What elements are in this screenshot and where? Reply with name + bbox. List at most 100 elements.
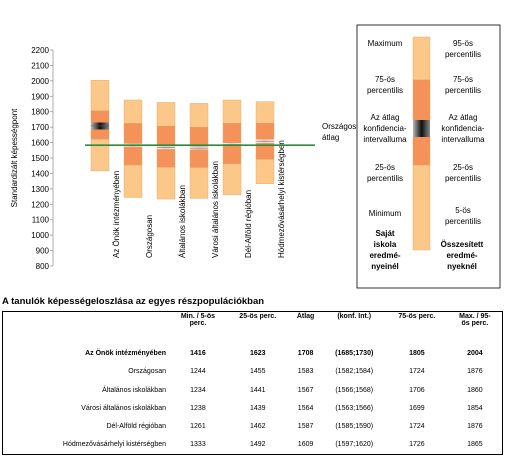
x-tick-label: Általános iskolákban bbox=[178, 185, 187, 258]
legend-label: 25-ös bbox=[453, 163, 473, 172]
y-tick-label: 1000 bbox=[31, 231, 49, 240]
table-cell: 1244 bbox=[190, 368, 206, 376]
legend-label: Az átlag bbox=[449, 113, 478, 122]
y-tick-label: 1700 bbox=[31, 123, 49, 132]
y-tick-label: 1100 bbox=[32, 216, 50, 225]
x-tick-label: Hódmezővásárhelyi kistérségben bbox=[277, 140, 286, 258]
legend-swatch bbox=[412, 164, 431, 251]
table-row: Városi általános iskolákban 1238 1439 1564 (… bbox=[3, 399, 503, 417]
table-cell: 1416 bbox=[190, 350, 206, 358]
table-cell: 1492 bbox=[249, 441, 266, 449]
table-cell: 1708 bbox=[297, 350, 314, 358]
table-cell: 1455 bbox=[249, 368, 266, 376]
header-cell: Átlag bbox=[289, 312, 323, 345]
table-title: A tanulók képességeloszlása az egyes rés… bbox=[2, 296, 265, 307]
table-cell: 1261 bbox=[190, 422, 206, 430]
legend-label: percentilis bbox=[367, 174, 403, 183]
table-cell: Dél-Alföld régióban bbox=[106, 422, 166, 430]
reference-label: átlag bbox=[322, 133, 339, 142]
y-tick-label: 2000 bbox=[31, 77, 49, 86]
table-cell: (1582;1584) bbox=[335, 368, 374, 376]
table-cell: 1860 bbox=[467, 386, 483, 394]
header-text: Max. / 95- bbox=[459, 313, 491, 320]
table-row: Általános iskolákban 1234 1441 1567 (1566;15… bbox=[3, 381, 503, 399]
legend-swatch bbox=[413, 120, 430, 137]
legend-swatch bbox=[412, 79, 431, 121]
table-cell: 1724 bbox=[409, 422, 425, 430]
legend-label: intervalluma bbox=[363, 135, 407, 144]
y-tick-label: 1200 bbox=[31, 200, 49, 209]
y-tick-label: 1500 bbox=[31, 154, 49, 163]
legend-label: konfidencia- bbox=[441, 124, 484, 133]
table-row: Országosan 1244 1455 1583 (1582;1584) 1724 187… bbox=[3, 363, 503, 381]
table-cell: 1609 bbox=[297, 441, 314, 449]
header-text: Min. / 5-ös bbox=[180, 313, 216, 320]
table-cell: (1597;1620) bbox=[335, 441, 374, 449]
header-cell: Max. / 95- ös perc. bbox=[448, 312, 503, 345]
y-tick-label: 2100 bbox=[31, 61, 49, 70]
table: Min. / 5-ös perc. 25-ös perc. Átlag (konf. I… bbox=[2, 311, 503, 455]
table-cell: 1876 bbox=[467, 422, 483, 430]
legend-swatch bbox=[412, 136, 431, 166]
table-cell: 1238 bbox=[190, 404, 206, 412]
x-tick-label: Városi általános iskolákban bbox=[211, 161, 220, 258]
y-tick-label: 800 bbox=[36, 262, 50, 271]
header-text: perc. bbox=[189, 320, 207, 327]
table-cell: 1865 bbox=[467, 441, 483, 449]
y-tick-label: 900 bbox=[36, 247, 50, 256]
legend-label: percentilis bbox=[367, 86, 403, 95]
table-cell: 1805 bbox=[409, 350, 425, 358]
upper-tail bbox=[156, 102, 176, 127]
upper-tail bbox=[189, 103, 209, 128]
table-cell: (1566;1568) bbox=[335, 386, 374, 394]
header-cell bbox=[3, 312, 170, 345]
legend-label: Minimum bbox=[369, 209, 402, 218]
table-cell: 2004 bbox=[467, 350, 483, 358]
lower-tail bbox=[255, 159, 275, 184]
lower-tail bbox=[156, 166, 176, 200]
table-cell: 1564 bbox=[297, 404, 314, 412]
header-text: 75-ös perc. bbox=[398, 313, 436, 320]
table-cell: 1441 bbox=[249, 386, 266, 394]
x-tick-label: Dél-Alföld régióban bbox=[244, 190, 253, 258]
header-row: Min. / 5-ös perc. 25-ös perc. Átlag (konf. I… bbox=[3, 312, 503, 345]
table-cell: Városi általános iskolákban bbox=[81, 404, 166, 412]
table-cell: Az Önök intézményében bbox=[85, 350, 166, 358]
lower-tail bbox=[123, 164, 143, 198]
legend-label: percentilis bbox=[445, 86, 481, 95]
lower-tail bbox=[222, 163, 242, 196]
header-cell: 75-ös perc. bbox=[386, 312, 448, 345]
table-cell: 1706 bbox=[409, 386, 425, 394]
header-text: ös perc. bbox=[461, 320, 489, 327]
y-tick-label: 1300 bbox=[31, 185, 49, 194]
legend-caption: nyeknél bbox=[447, 262, 477, 271]
y-tick-label: 1600 bbox=[31, 139, 49, 148]
upper-tail bbox=[123, 99, 143, 124]
upper-tail bbox=[90, 80, 110, 112]
legend-label: 95-ös bbox=[453, 39, 473, 48]
header-text: 25-ös perc. bbox=[239, 313, 277, 320]
legend-caption: eredmé- bbox=[369, 251, 400, 260]
legend-label: percentilis bbox=[445, 50, 481, 59]
legend-swatch bbox=[412, 36, 431, 81]
legend-label: konfidencia- bbox=[363, 124, 406, 133]
table-cell: 1567 bbox=[297, 386, 314, 394]
legend-label: 5-ös bbox=[455, 206, 471, 215]
table-cell: 1439 bbox=[249, 404, 266, 412]
table-cell: (1685;1730) bbox=[335, 350, 374, 358]
legend-label: Az átlag bbox=[371, 113, 400, 122]
table-cell: Hódmezővásárhelyi kistérségben bbox=[62, 441, 166, 449]
legend-label: Maximum bbox=[368, 39, 403, 48]
upper-tail bbox=[222, 99, 242, 124]
header-cell: 25-ös perc. bbox=[227, 312, 289, 345]
y-tick-label: 2200 bbox=[31, 46, 49, 55]
header-cell: (konf. Int.) bbox=[322, 312, 385, 345]
x-tick-label: Országosan bbox=[145, 215, 154, 258]
table-cell: 1699 bbox=[409, 404, 425, 412]
legend-label: percentilis bbox=[445, 217, 481, 226]
legend-box bbox=[356, 24, 501, 289]
chart: 800 900 1000 1100 1200 1300 1400 1500 1600 1700 18… bbox=[10, 24, 501, 289]
table-cell: Általános iskolákban bbox=[102, 386, 166, 394]
table-cell: 1726 bbox=[409, 441, 425, 449]
legend-label: 75-ös bbox=[375, 75, 395, 84]
